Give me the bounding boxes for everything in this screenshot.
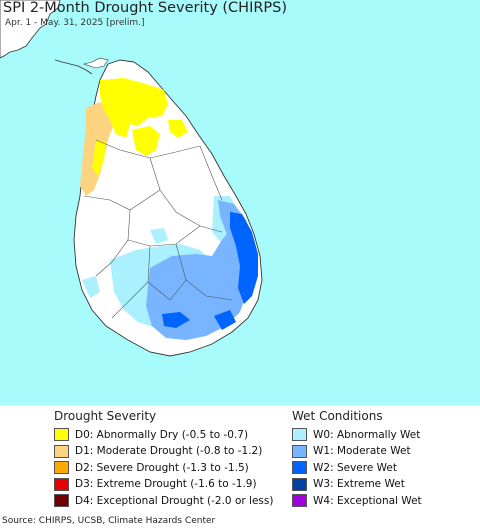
wet-legend-label: W3: Extreme Wet	[313, 478, 405, 490]
jaffna-islands	[82, 57, 109, 69]
drought-legend-item: D4: Exceptional Drought (-2.0 or less)	[54, 493, 273, 508]
drought-legend-label: D4: Exceptional Drought (-2.0 or less)	[75, 494, 274, 507]
wet-legend-label: W1: Moderate Wet	[313, 445, 411, 457]
d0-region-east	[168, 120, 188, 138]
drought-legend-title: Drought Severity	[54, 409, 157, 423]
wet-legend-swatch	[292, 428, 307, 441]
map-title: SPI 2-Month Drought Severity (CHIRPS)	[3, 0, 288, 16]
adams-bridge	[54, 59, 93, 75]
wet-legend-title: Wet Conditions	[292, 409, 383, 423]
drought-legend-item: D0: Abnormally Dry (-0.5 to -0.7)	[54, 427, 248, 442]
drought-legend-item: D1: Moderate Drought (-0.8 to -1.2)	[54, 444, 262, 459]
map-subtitle: Apr. 1 - May. 31, 2025 [prelim.]	[5, 18, 145, 28]
india-landmass	[0, 0, 61, 59]
drought-legend-label: D1: Moderate Drought (-0.8 to -1.2)	[75, 445, 263, 457]
w1-region	[146, 230, 248, 340]
wet-legend-label: W0: Abnormally Wet	[313, 428, 421, 441]
w2-region-south	[162, 312, 190, 328]
wet-legend-item: W0: Abnormally Wet	[292, 427, 420, 442]
d0-region-central	[132, 126, 160, 156]
wet-legend-item: W1: Moderate Wet	[292, 444, 411, 459]
w2-region-southeast	[214, 310, 236, 330]
w2-region	[230, 212, 258, 304]
wet-legend-item: W4: Exceptional Wet	[292, 493, 422, 508]
source-note: Source: CHIRPS, UCSB, Climate Hazards Ce…	[2, 516, 216, 526]
w0-region-west	[82, 276, 100, 298]
wet-legend-swatch	[292, 477, 307, 491]
drought-legend-swatch	[54, 477, 69, 491]
drought-legend-swatch	[54, 461, 69, 474]
drought-map	[0, 0, 480, 405]
drought-legend-swatch	[54, 444, 69, 458]
wet-legend-label: W2: Severe Wet	[313, 461, 397, 474]
drought-legend-swatch	[54, 428, 69, 441]
d0-region-north	[100, 78, 168, 138]
drought-legend-label: D0: Abnormally Dry (-0.5 to -0.7)	[75, 428, 249, 441]
wet-legend-label: W4: Exceptional Wet	[313, 494, 422, 507]
drought-legend-label: D2: Severe Drought (-1.3 to -1.5)	[75, 461, 249, 474]
wet-legend-swatch	[292, 494, 307, 507]
drought-legend-label: D3: Extreme Drought (-1.6 to -1.9)	[75, 478, 257, 490]
wet-legend-item: W2: Severe Wet	[292, 460, 397, 475]
drought-legend-item: D3: Extreme Drought (-1.6 to -1.9)	[54, 477, 257, 492]
drought-legend-swatch	[54, 494, 69, 507]
wet-legend-item: W3: Extreme Wet	[292, 477, 405, 492]
drought-legend-item: D2: Severe Drought (-1.3 to -1.5)	[54, 460, 249, 475]
wet-legend-swatch	[292, 444, 307, 458]
w0-region-north	[150, 228, 168, 244]
wet-legend-swatch	[292, 461, 307, 474]
d0-region-west-strip	[92, 140, 106, 176]
province-boundaries	[83, 139, 233, 319]
